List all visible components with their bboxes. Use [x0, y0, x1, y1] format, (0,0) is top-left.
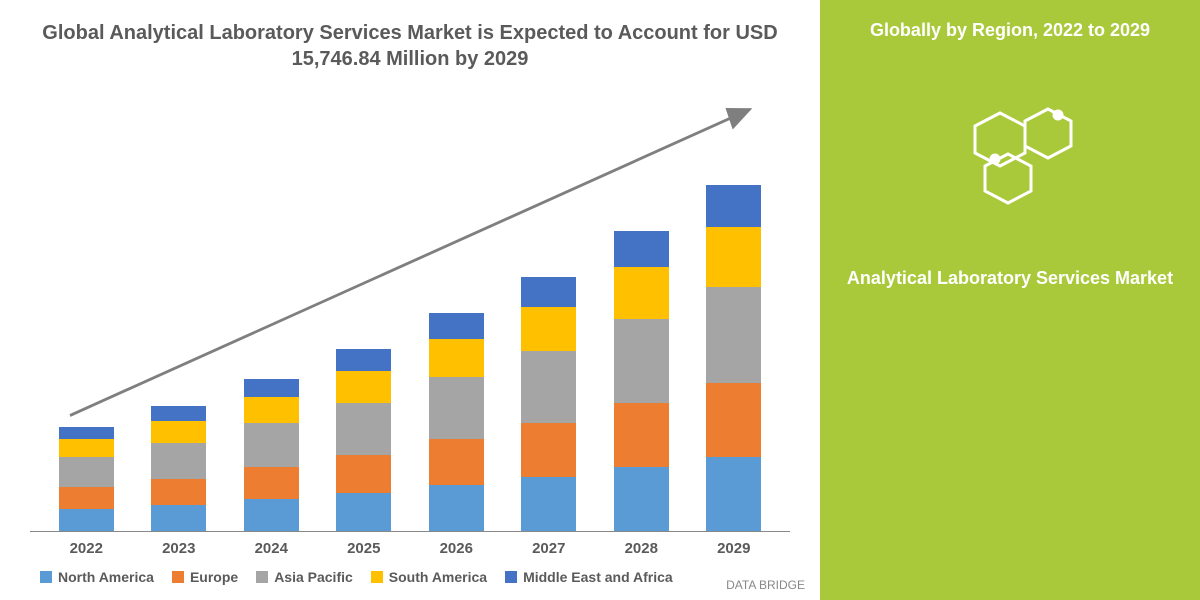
x-axis-label: 2023: [144, 540, 214, 557]
bar-segment: [151, 443, 206, 479]
bar-segment: [151, 406, 206, 421]
bar-stack: [244, 379, 299, 531]
legend-item: North America: [40, 569, 154, 585]
bar-segment: [59, 487, 114, 509]
bar-segment: [336, 349, 391, 371]
bar-stack: [429, 313, 484, 531]
bar-group: [144, 406, 214, 531]
bar-group: [329, 349, 399, 531]
x-axis-labels: 2022 2023 2024 2025 2026 2027 2028 2029: [30, 532, 790, 557]
x-axis-label: 2022: [51, 540, 121, 557]
bar-group: [514, 277, 584, 531]
bar-stack: [336, 349, 391, 531]
legend-swatch: [172, 571, 184, 583]
bar-segment: [521, 423, 576, 477]
legend-item: South America: [371, 569, 487, 585]
bar-segment: [244, 467, 299, 499]
bar-segment: [614, 319, 669, 403]
bar-segment: [706, 457, 761, 531]
x-axis-label: 2027: [514, 540, 584, 557]
legend-label: Middle East and Africa: [523, 569, 673, 585]
legend-label: North America: [58, 569, 154, 585]
bar-segment: [429, 377, 484, 439]
bar-stack: [151, 406, 206, 531]
bar-segment: [151, 421, 206, 443]
bar-segment: [614, 403, 669, 467]
bar-segment: [429, 439, 484, 485]
bar-stack: [521, 277, 576, 531]
legend-swatch: [256, 571, 268, 583]
footer-brand: DATA BRIDGE: [726, 578, 805, 592]
bar-segment: [614, 467, 669, 531]
legend-swatch: [40, 571, 52, 583]
bar-segment: [521, 307, 576, 351]
bar-stack: [614, 231, 669, 531]
molecule-icon: [930, 91, 1090, 226]
chart-panel: Global Analytical Laboratory Services Ma…: [0, 0, 820, 600]
x-axis-label: 2024: [236, 540, 306, 557]
bar-segment: [59, 457, 114, 487]
bar-segment: [429, 485, 484, 531]
bar-segment: [244, 397, 299, 423]
chart-plot-area: [30, 92, 790, 532]
bar-segment: [614, 267, 669, 319]
bar-stack: [706, 185, 761, 531]
bar-segment: [706, 287, 761, 383]
bar-segment: [706, 185, 761, 227]
bar-group: [699, 185, 769, 531]
x-axis-label: 2025: [329, 540, 399, 557]
bar-group: [236, 379, 306, 531]
bar-segment: [614, 231, 669, 267]
bar-group: [51, 427, 121, 531]
x-axis-label: 2028: [606, 540, 676, 557]
bar-segment: [59, 509, 114, 531]
bar-segment: [706, 383, 761, 457]
bar-segment: [151, 505, 206, 531]
bar-segment: [59, 439, 114, 457]
bar-segment: [244, 379, 299, 397]
bar-segment: [521, 277, 576, 307]
legend-item: Asia Pacific: [256, 569, 353, 585]
bar-segment: [706, 227, 761, 287]
chart-title: Global Analytical Laboratory Services Ma…: [30, 20, 790, 72]
side-panel: Globally by Region, 2022 to 2029 Analyti…: [820, 0, 1200, 600]
bar-segment: [336, 403, 391, 455]
bar-segment: [521, 351, 576, 423]
bar-segment: [336, 455, 391, 493]
x-axis-label: 2026: [421, 540, 491, 557]
bar-group: [606, 231, 676, 531]
bar-segment: [429, 313, 484, 339]
x-axis-label: 2029: [699, 540, 769, 557]
chart-legend: North America Europe Asia Pacific South Ame…: [30, 557, 790, 585]
bar-stack: [59, 427, 114, 531]
legend-label: Europe: [190, 569, 238, 585]
bar-segment: [59, 427, 114, 439]
legend-swatch: [371, 571, 383, 583]
bar-segment: [429, 339, 484, 377]
bar-group: [421, 313, 491, 531]
legend-item: Europe: [172, 569, 238, 585]
legend-label: South America: [389, 569, 487, 585]
bar-segment: [151, 479, 206, 505]
bar-segment: [521, 477, 576, 531]
bar-segment: [336, 493, 391, 531]
side-panel-title: Globally by Region, 2022 to 2029: [870, 20, 1150, 41]
bar-segment: [244, 499, 299, 531]
legend-swatch: [505, 571, 517, 583]
legend-label: Asia Pacific: [274, 569, 353, 585]
side-panel-subtitle: Analytical Laboratory Services Market: [847, 266, 1173, 291]
bar-segment: [244, 423, 299, 467]
legend-item: Middle East and Africa: [505, 569, 673, 585]
bar-segment: [336, 371, 391, 403]
